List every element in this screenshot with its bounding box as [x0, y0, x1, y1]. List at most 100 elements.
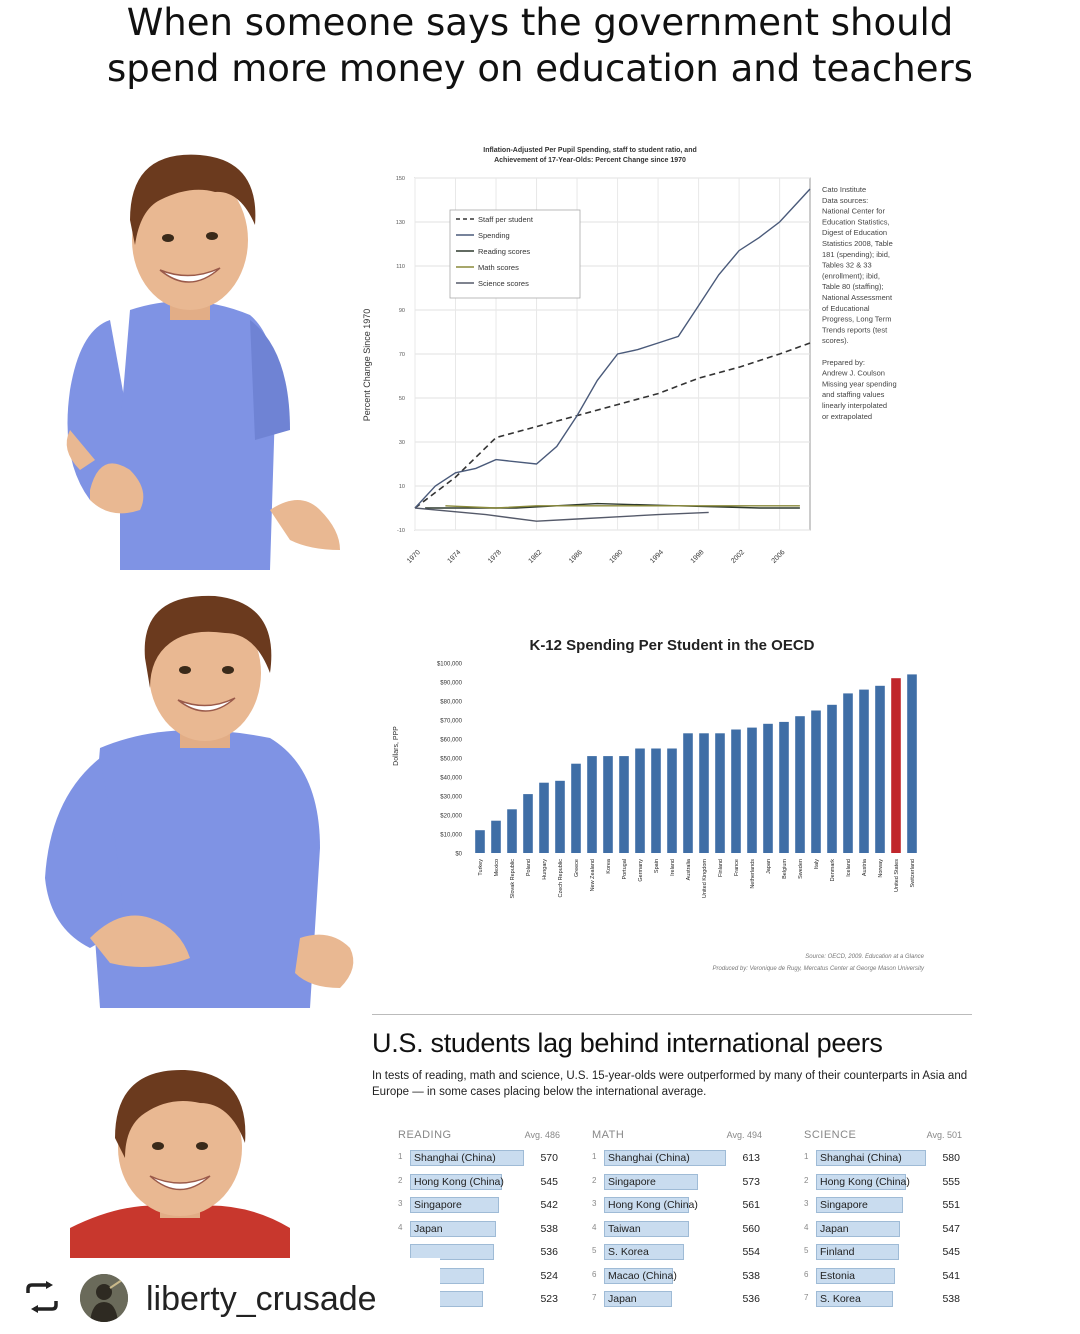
chart2-x-tick-label: Japan	[766, 859, 772, 874]
table-row: 4 Japan 547	[804, 1218, 962, 1242]
chart2-x-tick-label: Czech Republic	[558, 859, 564, 898]
chart1-note-line: or extrapolated	[822, 412, 872, 421]
chart2-bar	[699, 733, 709, 853]
chart2-bar	[811, 710, 821, 853]
chart1-x-tick-label: 1990	[609, 549, 625, 565]
chart1-legend-label: Spending	[478, 231, 510, 240]
chart2-x-tick-label: Korea	[606, 858, 612, 874]
row-country: Singapore	[608, 1175, 656, 1188]
row-rank: 7	[804, 1293, 809, 1302]
chart1-note-line: Data sources:	[822, 196, 868, 205]
column-average: Avg. 486	[524, 1130, 560, 1140]
chart1-y-tick-label: 90	[399, 308, 405, 314]
row-score: 545	[540, 1175, 558, 1188]
row-rank: 5	[804, 1246, 809, 1255]
chart1-y-tick-label: 110	[396, 264, 405, 270]
chart2-x-tick-label: Poland	[526, 859, 532, 876]
row-rank: 3	[804, 1199, 809, 1208]
row-rank: 1	[398, 1152, 403, 1161]
chart2-bar	[523, 794, 533, 853]
row-country: Japan	[820, 1222, 849, 1235]
chart1-note-line: Tables 32 & 33	[822, 261, 872, 270]
table-row: 5 Finland 545	[804, 1241, 962, 1265]
column-name: MATH	[592, 1129, 625, 1141]
row-score: 538	[942, 1293, 960, 1305]
chart1-note-line: linearly interpolated	[822, 401, 887, 410]
table-row: 2 Singapore 573	[592, 1171, 762, 1195]
chart2-bar	[491, 820, 501, 853]
row-country: Hong Kong (China)	[820, 1175, 910, 1188]
table-column-math: MATH Avg. 494 1 Shanghai (China) 613 2 Singapo…	[592, 1129, 762, 1312]
chart2-x-tick-label: Finland	[718, 859, 724, 877]
chart2-x-tick-label: Portugal	[622, 859, 628, 880]
chart1-series-line	[414, 188, 811, 509]
row-score: 561	[742, 1199, 760, 1211]
chart1-series-line	[445, 505, 800, 509]
table-row: 4 Japan 538	[398, 1218, 560, 1242]
column-header: READING Avg. 486	[398, 1129, 560, 1147]
row-score-bar	[604, 1150, 726, 1166]
column-name: READING	[398, 1129, 452, 1141]
username[interactable]: liberty_crusade	[146, 1280, 377, 1318]
chart2-x-tick-label: Switzerland	[910, 859, 916, 887]
row-score: 538	[742, 1269, 760, 1282]
row-rank: 4	[804, 1222, 809, 1232]
repost-icon[interactable]	[22, 1281, 62, 1313]
table-title: U.S. students lag behind international p…	[372, 1028, 883, 1058]
chart2-bar	[683, 733, 693, 853]
person-pointing-1	[66, 154, 340, 570]
chart1-x-tick-label: 2006	[771, 549, 787, 565]
row-score: 545	[942, 1246, 960, 1258]
chart2-bar	[587, 756, 597, 853]
chart2-y-tick-label: $10,000	[440, 833, 462, 839]
meme-caption: When someone says the government should …	[0, 0, 1080, 92]
row-country: Taiwan	[608, 1222, 641, 1235]
row-score: 536	[540, 1246, 558, 1258]
table-row: 1 Shanghai (China) 570	[398, 1147, 560, 1171]
row-country: Shanghai (China)	[414, 1152, 496, 1164]
row-score-bar	[816, 1150, 926, 1166]
row-score-bar	[816, 1244, 899, 1260]
chart2-title: K-12 Spending Per Student in the OECD	[529, 637, 814, 654]
table-row: 1 Shanghai (China) 580	[804, 1147, 962, 1171]
chart1-x-ticks: 1970 1974 1978 1982 1986 1990 1994 1998 2002 2006	[406, 549, 787, 565]
table-row: 3 Hong Kong (China) 561	[592, 1194, 762, 1218]
row-score: 538	[540, 1222, 558, 1235]
row-score-bar	[604, 1173, 698, 1190]
table-row: 5 S. Korea 554	[592, 1241, 762, 1265]
chart2-bar	[651, 748, 661, 853]
chart1-note-line: scores).	[822, 336, 849, 345]
row-rank: 6	[592, 1269, 597, 1279]
avatar[interactable]	[80, 1274, 128, 1322]
row-score: 523	[540, 1293, 558, 1305]
chart2-x-tick-label: Germany	[638, 859, 644, 882]
chart2-bar	[635, 748, 645, 853]
chart2-x-tick-label: Netherlands	[750, 859, 756, 889]
chart1-notes: Cato Institute Data sources: National Cent…	[822, 185, 897, 421]
chart1-legend: Staff per student Spending Reading scores M…	[449, 209, 581, 299]
chart2-x-tick-label: Belgium	[782, 859, 788, 879]
chart2-x-tick-label: Italy	[814, 859, 820, 869]
row-score: 580	[942, 1152, 960, 1164]
row-score: 536	[742, 1293, 760, 1305]
table-row: 1 Shanghai (China) 613	[592, 1147, 762, 1171]
chart2-y-tick-label: $70,000	[440, 719, 462, 725]
chart1-note-line: Andrew J. Coulson	[822, 369, 885, 378]
table-row: 6 Estonia 541	[804, 1265, 962, 1289]
row-rank: 1	[804, 1152, 809, 1161]
row-country: Estonia	[820, 1269, 856, 1282]
row-score: 570	[540, 1152, 558, 1164]
row-score-bar	[410, 1220, 496, 1237]
column-average: Avg. 501	[926, 1130, 962, 1140]
caption-line-2: spend more money on education and teache…	[107, 47, 973, 90]
chart1-note-line: Trends reports (test	[822, 325, 888, 334]
row-score-bar	[816, 1267, 895, 1284]
chart1-y-tick-label: -10	[397, 528, 405, 534]
chart2-ylabel: Dollars, PPP	[393, 726, 400, 766]
table-description: In tests of reading, math and science, U…	[372, 1070, 968, 1098]
chart1-series-line	[414, 342, 811, 509]
chart1-y-tick-label: 70	[399, 352, 405, 358]
chart1-x-tick-label: 1978	[487, 549, 503, 565]
chart1-y-tick-label: 50	[399, 396, 405, 402]
chart1-note-line: Education Statistics,	[822, 217, 890, 226]
